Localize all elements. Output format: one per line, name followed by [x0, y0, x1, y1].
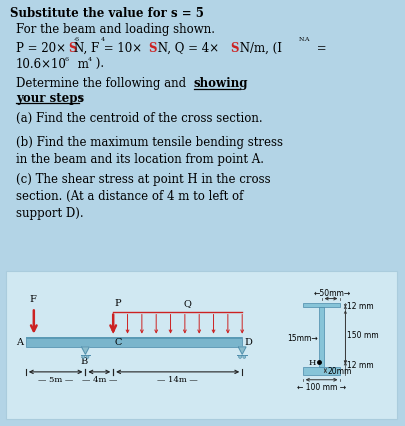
Text: Determine the following and: Determine the following and: [16, 77, 190, 90]
Text: P = 20×: P = 20×: [16, 42, 66, 55]
Text: (b) Find the maximum tensile bending stress: (b) Find the maximum tensile bending str…: [16, 136, 283, 149]
Text: P: P: [114, 299, 121, 308]
Text: ← 100 mm →: ← 100 mm →: [297, 382, 346, 391]
FancyBboxPatch shape: [6, 271, 397, 419]
Text: 4: 4: [87, 57, 92, 62]
Text: H: H: [308, 358, 316, 366]
Text: 150 mm: 150 mm: [347, 330, 379, 339]
Text: For the beam and loading shown.: For the beam and loading shown.: [16, 23, 215, 36]
Text: =: =: [313, 42, 326, 55]
Text: ←50mm→: ←50mm→: [313, 288, 351, 297]
Text: N.A: N.A: [299, 37, 310, 42]
Text: N, Q = 4×: N, Q = 4×: [154, 42, 220, 55]
Text: section. (At a distance of 4 m to left of: section. (At a distance of 4 m to left o…: [16, 190, 243, 202]
Text: -6: -6: [74, 37, 80, 42]
Text: support D).: support D).: [16, 206, 83, 219]
Bar: [303, 303, 341, 308]
Text: — 14m —: — 14m —: [157, 375, 198, 383]
Bar: [319, 308, 324, 367]
Polygon shape: [81, 347, 89, 354]
Text: Q: Q: [184, 299, 192, 308]
Text: (c) The shear stress at point H in the cross: (c) The shear stress at point H in the c…: [16, 173, 271, 186]
Text: in the beam and its location from point A.: in the beam and its location from point …: [16, 153, 264, 166]
Text: S: S: [149, 42, 157, 55]
Text: :: :: [79, 92, 83, 105]
Polygon shape: [239, 347, 246, 354]
Circle shape: [239, 355, 242, 359]
Bar: [26, 337, 242, 339]
Circle shape: [243, 355, 246, 359]
Text: = 10×: = 10×: [100, 42, 143, 55]
Text: -6: -6: [64, 57, 70, 62]
Text: S: S: [68, 42, 77, 55]
Text: S: S: [230, 42, 239, 55]
Text: — 5m —: — 5m —: [38, 375, 73, 383]
Bar: [303, 367, 341, 375]
Text: C: C: [114, 337, 122, 346]
Text: 15mm→: 15mm→: [287, 333, 318, 342]
Circle shape: [86, 355, 89, 359]
Text: — 4m —: — 4m —: [82, 375, 117, 383]
Text: A: A: [16, 337, 23, 346]
Bar: [26, 337, 242, 347]
Text: 4: 4: [100, 37, 104, 42]
Text: 10.6×10: 10.6×10: [16, 58, 67, 71]
Text: ).: ).: [92, 58, 104, 71]
Text: m: m: [74, 58, 89, 71]
Text: (a) Find the centroid of the cross section.: (a) Find the centroid of the cross secti…: [16, 112, 262, 124]
Text: N, F: N, F: [74, 42, 99, 55]
Text: F: F: [30, 295, 36, 304]
Text: Substitute the value for s = 5: Substitute the value for s = 5: [10, 7, 204, 20]
Text: N/m, (I: N/m, (I: [236, 42, 282, 55]
Text: showing: showing: [194, 77, 248, 90]
Circle shape: [82, 355, 85, 359]
Text: D: D: [244, 337, 252, 346]
Text: 20mm: 20mm: [327, 366, 352, 375]
Text: your steps: your steps: [16, 92, 84, 105]
Text: 12 mm: 12 mm: [347, 360, 374, 369]
Text: 12 mm: 12 mm: [347, 301, 374, 310]
Text: B: B: [81, 357, 88, 366]
